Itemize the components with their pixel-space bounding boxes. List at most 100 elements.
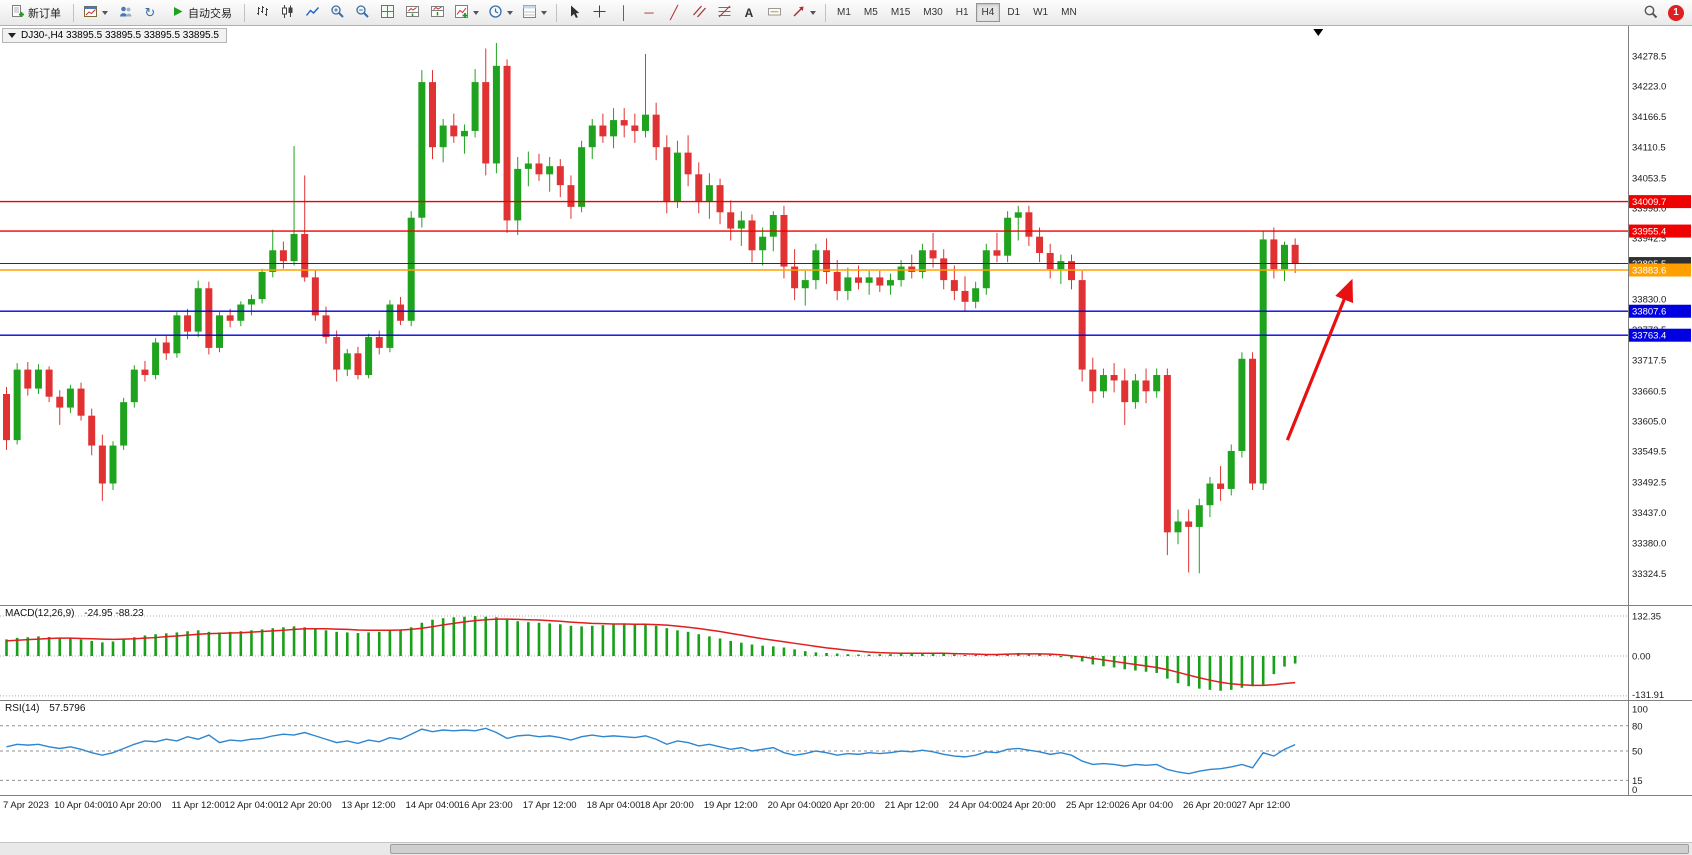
svg-text:0: 0 — [1632, 785, 1637, 796]
main-chart-canvas[interactable] — [0, 26, 1628, 606]
candlestick-chart-icon — [280, 4, 295, 22]
svg-text:33380.0: 33380.0 — [1632, 539, 1666, 550]
price-axis[interactable]: 34278.5 34223.0 34166.5 34110.5 34053.5 33998… — [1628, 26, 1692, 606]
window-up-icon — [405, 4, 420, 22]
svg-text:25 Apr 12:00: 25 Apr 12:00 — [1066, 800, 1120, 811]
crosshair-tool-button[interactable] — [587, 2, 611, 24]
profiles-button[interactable] — [113, 2, 137, 24]
templates-button[interactable] — [518, 2, 551, 24]
auto-trading-button[interactable]: 自动交易 — [163, 2, 239, 24]
new-order-button[interactable]: 新订单 — [3, 2, 68, 24]
vertical-line-tool-button[interactable]: │ — [612, 2, 636, 24]
arrow-shape-icon — [791, 4, 806, 22]
zoom-in-button[interactable] — [325, 2, 349, 24]
svg-text:132.35: 132.35 — [1632, 612, 1661, 623]
dropdown-caret-icon — [507, 10, 513, 15]
svg-text:80: 80 — [1632, 721, 1643, 732]
svg-text:20 Apr 04:00: 20 Apr 04:00 — [768, 800, 822, 811]
timeframe-m5[interactable]: M5 — [863, 7, 878, 18]
dropdown-caret-icon — [102, 10, 108, 15]
bar-chart-icon — [255, 4, 270, 22]
auto-trading-icon — [170, 4, 185, 22]
rsi-label: RSI(14) 57.5796 — [5, 703, 85, 714]
macd-axis[interactable]: 132.35 0.00 -131.91 — [1628, 606, 1692, 701]
svg-text:33605.0: 33605.0 — [1632, 417, 1666, 428]
line-chart-icon — [305, 4, 320, 22]
dropdown-caret-icon — [541, 10, 547, 15]
h-scrollbar-thumb[interactable] — [390, 844, 1689, 854]
svg-text:33830.0: 33830.0 — [1632, 295, 1666, 306]
time-axis[interactable]: 7 Apr 2023 10 Apr 04:00 10 Apr 20:00 11 Apr… — [0, 796, 1692, 814]
new-order-icon — [10, 4, 25, 22]
trendline-tool-button[interactable]: ╱ — [662, 2, 686, 24]
macd-canvas[interactable] — [0, 606, 1628, 701]
chart-menu-caret-icon — [8, 33, 16, 38]
channel-tool-button[interactable] — [687, 2, 711, 24]
toolbar-right: 1 — [1638, 2, 1689, 24]
svg-text:16 Apr 23:00: 16 Apr 23:00 — [459, 800, 513, 811]
svg-text:-131.91: -131.91 — [1632, 690, 1664, 701]
periods-button[interactable] — [484, 2, 517, 24]
search-button[interactable] — [1638, 2, 1662, 24]
candlestick-chart-button[interactable] — [275, 2, 299, 24]
svg-text:33883.6: 33883.6 — [1632, 266, 1666, 277]
text-label-icon — [767, 4, 782, 22]
clock-icon — [488, 4, 503, 22]
svg-text:26 Apr 20:00: 26 Apr 20:00 — [1183, 800, 1237, 811]
new-order-label: 新订单 — [28, 7, 61, 20]
fibonacci-icon — [717, 4, 732, 22]
svg-text:33660.5: 33660.5 — [1632, 387, 1666, 398]
rsi-canvas[interactable] — [0, 701, 1628, 796]
cursor-icon — [567, 4, 582, 22]
refresh-button[interactable]: ↻ — [138, 2, 162, 24]
timeframe-m1[interactable]: M1 — [837, 7, 851, 18]
h-scrollbar[interactable] — [0, 842, 1692, 855]
timeframe-mn[interactable]: MN — [1061, 7, 1077, 18]
rsi-axis[interactable]: 100 80 50 150 — [1628, 701, 1692, 796]
rsi-value: 57.5796 — [49, 703, 86, 714]
dropdown-caret-icon — [473, 10, 479, 15]
indicator-window-up-button[interactable] — [400, 2, 424, 24]
tile-windows-button[interactable] — [375, 2, 399, 24]
svg-text:12 Apr 04:00: 12 Apr 04:00 — [225, 800, 279, 811]
fibonacci-tool-button[interactable] — [712, 2, 736, 24]
svg-text:33763.4: 33763.4 — [1632, 331, 1666, 342]
zoom-out-button[interactable] — [350, 2, 374, 24]
notification-badge[interactable]: 1 — [1668, 4, 1684, 21]
chart-tab[interactable]: DJ30-,H4 33895.5 33895.5 33895.5 33895.5 — [2, 28, 227, 43]
timeframe-m30[interactable]: M30 — [923, 7, 943, 18]
dropdown-caret-icon — [810, 10, 816, 15]
indicator-window-down-button[interactable] — [425, 2, 449, 24]
text-icon: A — [744, 5, 754, 20]
text-tool-button[interactable]: A — [737, 2, 761, 24]
svg-text:34053.5: 34053.5 — [1632, 173, 1666, 184]
timeframe-h4[interactable]: H4 — [975, 3, 1001, 22]
chart-title: DJ30-,H4 33895.5 33895.5 33895.5 33895.5 — [21, 30, 219, 41]
svg-text:7 Apr 2023: 7 Apr 2023 — [3, 800, 49, 811]
svg-text:0.00: 0.00 — [1632, 652, 1651, 663]
horizontal-line-tool-button[interactable]: ─ — [637, 2, 661, 24]
rsi-panel: 100 80 50 15 0 RSI(14) 57.5796 — [0, 701, 1692, 796]
shapes-tool-button[interactable] — [787, 2, 820, 24]
timeframe-m15[interactable]: M15 — [890, 7, 911, 18]
timeframe-h1[interactable]: H1 — [955, 7, 969, 18]
separator — [825, 3, 826, 22]
search-icon — [1643, 4, 1658, 22]
text-label-tool-button[interactable] — [762, 2, 786, 24]
rsi-name: RSI(14) — [5, 703, 40, 714]
new-chart-button[interactable] — [79, 2, 112, 24]
cursor-tool-button[interactable] — [562, 2, 586, 24]
line-chart-button[interactable] — [300, 2, 324, 24]
svg-text:11 Apr 12:00: 11 Apr 12:00 — [172, 800, 225, 811]
svg-text:33717.5: 33717.5 — [1632, 356, 1666, 367]
timeframe-w1[interactable]: W1 — [1033, 7, 1049, 18]
svg-text:14 Apr 04:00: 14 Apr 04:00 — [406, 800, 460, 811]
bar-chart-button[interactable] — [250, 2, 274, 24]
indicators-button[interactable] — [450, 2, 483, 24]
trendline-icon: ╱ — [670, 5, 678, 20]
svg-text:12 Apr 20:00: 12 Apr 20:00 — [278, 800, 332, 811]
timeframe-d1[interactable]: D1 — [1007, 7, 1021, 18]
svg-text:100: 100 — [1632, 705, 1648, 716]
zoom-out-icon — [355, 4, 370, 22]
macd-label: MACD(12,26,9) -24.95 -88.23 — [5, 608, 144, 619]
